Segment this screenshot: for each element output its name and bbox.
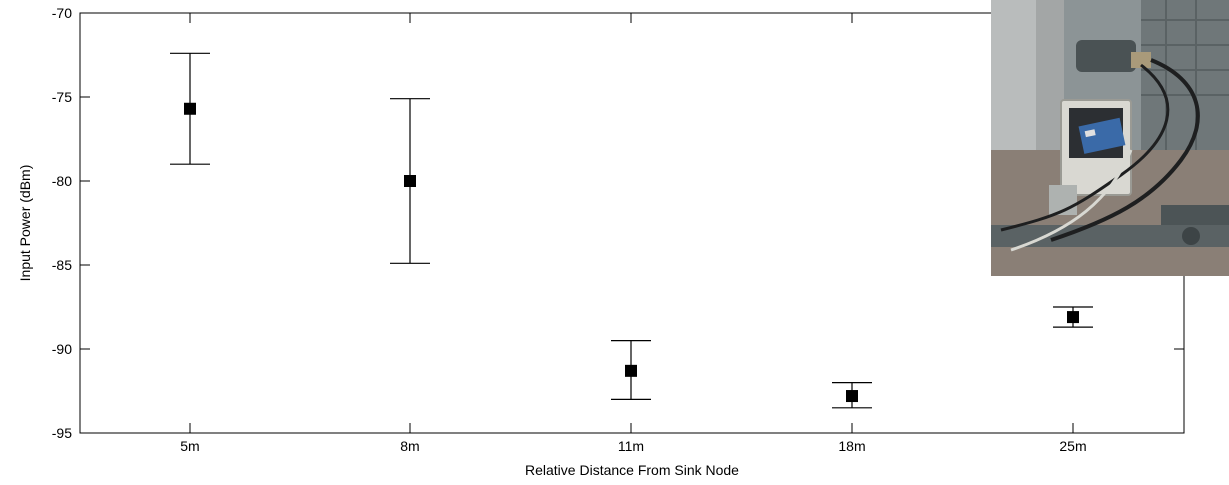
x-axis-label: Relative Distance From Sink Node <box>525 462 739 478</box>
data-point-marker <box>1067 311 1079 324</box>
y-tick-label: -90 <box>52 341 72 357</box>
sensor-node-photo-icon <box>991 0 1229 276</box>
y-tick-label: -95 <box>52 425 72 441</box>
x-axis-ticks: 5m 8m 11m 18m 25m <box>180 13 1087 454</box>
x-tick-label: 8m <box>400 438 419 454</box>
y-axis-ticks: -95 -90 -85 -80 -75 -70 <box>52 5 1184 441</box>
y-axis-label: Input Power (dBm) <box>17 165 33 282</box>
x-tick-label: 5m <box>180 438 199 454</box>
data-series <box>170 52 1093 409</box>
y-tick-label: -75 <box>52 89 72 105</box>
data-point-marker <box>846 390 858 403</box>
y-tick-label: -80 <box>52 173 72 189</box>
data-point-marker <box>184 102 196 115</box>
y-tick-label: -85 <box>52 257 72 273</box>
data-point-marker <box>404 175 416 187</box>
x-tick-label: 25m <box>1059 438 1086 454</box>
x-tick-label: 18m <box>838 438 865 454</box>
x-tick-label: 11m <box>618 438 644 454</box>
data-point-marker <box>625 364 637 377</box>
y-tick-label: -70 <box>52 5 72 21</box>
